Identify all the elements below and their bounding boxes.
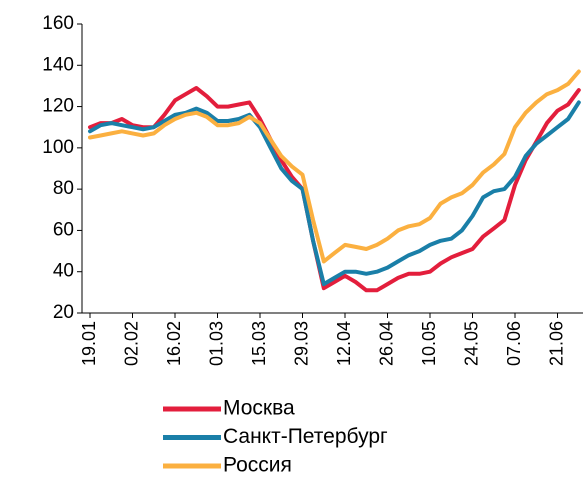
x-tick-label: 26.04 — [376, 321, 396, 366]
y-tick-label: 60 — [53, 219, 74, 240]
y-tick-label: 140 — [42, 54, 74, 75]
x-tick-label: 16.02 — [164, 321, 184, 366]
legend-label: Россия — [223, 454, 292, 474]
x-tick-label: 21.06 — [546, 321, 566, 366]
x-tick-label: 19.01 — [79, 321, 99, 366]
series-line — [88, 69, 581, 264]
x-tick-label: 24.05 — [461, 321, 481, 366]
series-line — [88, 100, 581, 287]
x-tick-label: 02.02 — [121, 321, 141, 366]
y-tick-label: 40 — [53, 261, 74, 282]
y-tick-label: 80 — [53, 178, 74, 199]
series-line — [88, 86, 581, 293]
x-tick-label: 07.06 — [504, 321, 524, 366]
x-tick-label: 01.03 — [206, 321, 226, 366]
y-tick-label: 20 — [53, 302, 74, 323]
x-tick-label: 12.04 — [334, 321, 354, 366]
legend-label: Москва — [223, 397, 295, 420]
x-tick-label: 29.03 — [291, 321, 311, 366]
y-tick-label: 120 — [42, 96, 74, 117]
legend-label: Санкт-Петербург — [223, 425, 388, 448]
y-tick-label: 160 — [42, 13, 74, 34]
x-tick-label: 10.05 — [419, 321, 439, 366]
y-tick-label: 100 — [42, 137, 74, 158]
x-tick-label: 15.03 — [249, 321, 269, 366]
